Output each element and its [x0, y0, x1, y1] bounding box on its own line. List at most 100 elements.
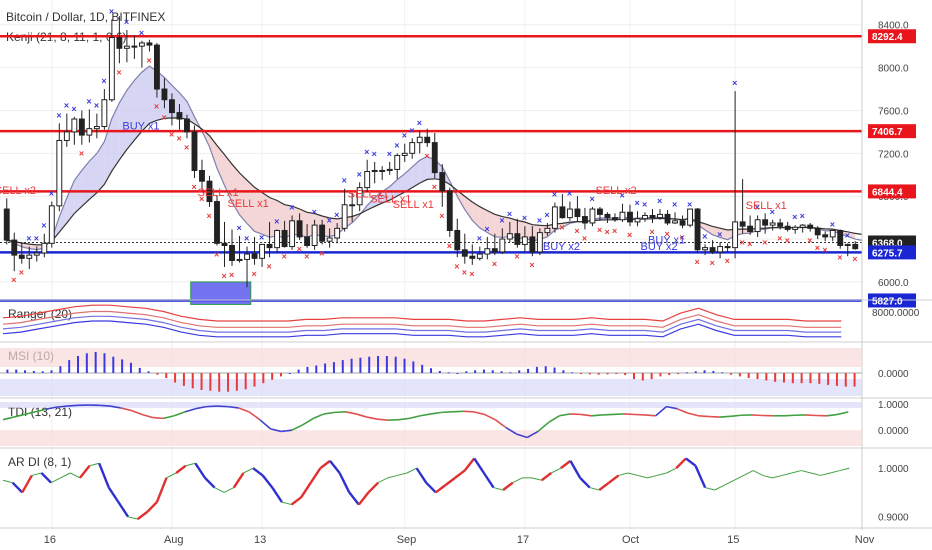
sell-signal-label: SELL x2 — [0, 185, 36, 197]
candle-body — [724, 246, 731, 249]
tdi-line-segment — [612, 413, 624, 416]
ardi-line-segment — [79, 464, 91, 479]
msi-bar — [59, 366, 62, 373]
candle-body — [289, 220, 296, 248]
down-marker: × — [627, 230, 632, 240]
candle-body — [717, 246, 724, 253]
msi-bar — [121, 359, 124, 373]
tdi-line-segment — [345, 411, 357, 415]
tdi-line-segment — [259, 419, 272, 430]
price-label-badge — [868, 184, 916, 199]
msi-bar — [659, 373, 662, 377]
down-marker: × — [214, 249, 219, 259]
tdi-line-segment — [291, 424, 303, 431]
candle-body — [837, 229, 844, 246]
ardi-tick-label: 1.0000 — [878, 464, 909, 475]
tdi-line-segment — [173, 411, 186, 417]
tdi-line-segment — [463, 410, 474, 413]
candle-body — [792, 226, 799, 230]
price-label-badge — [868, 29, 916, 44]
time-tick-label: 16 — [44, 534, 56, 546]
tdi-line-segment — [302, 417, 314, 426]
ema-cloud-segment — [412, 160, 420, 188]
ardi-line-segment — [839, 467, 850, 472]
ranger-line — [2, 310, 842, 328]
msi-bar — [544, 366, 547, 373]
candle-body — [499, 238, 506, 253]
price-label-text: 5827.0 — [872, 296, 903, 307]
ema-cloud-segment — [277, 200, 285, 239]
ema-cloud-segment — [494, 214, 503, 238]
candle-body — [26, 254, 33, 259]
msi-bar — [474, 370, 477, 373]
msi-bar — [200, 373, 203, 390]
candle-body — [574, 208, 581, 218]
ardi-line-segment — [70, 472, 81, 479]
ardi-line-segment — [714, 484, 725, 491]
down-marker: × — [604, 227, 609, 237]
ardi-line-segment — [637, 474, 648, 479]
up-marker: × — [477, 234, 482, 244]
up-marker: × — [800, 211, 805, 221]
ema-cloud-segment — [705, 223, 713, 235]
candle-body — [364, 171, 371, 189]
up-marker: × — [342, 176, 347, 186]
up-marker: × — [507, 209, 512, 219]
candle-body — [176, 112, 183, 120]
candle-body — [244, 253, 250, 260]
ema-cloud-segment — [464, 196, 473, 221]
candle-body — [251, 253, 258, 259]
down-marker: × — [447, 241, 452, 251]
down-marker: × — [222, 271, 227, 281]
msi-bar — [279, 373, 282, 377]
candle-body — [334, 227, 341, 239]
candle-body — [424, 136, 431, 144]
up-marker: × — [94, 101, 99, 111]
candle-body — [732, 221, 739, 249]
candle-body — [78, 118, 85, 136]
candle-body — [319, 224, 326, 242]
ardi-line-segment — [569, 460, 582, 479]
down-marker: × — [777, 233, 782, 243]
ardi-line-segment — [608, 474, 620, 484]
msi-bar — [332, 362, 335, 373]
down-marker: × — [747, 239, 752, 249]
down-marker: × — [282, 252, 287, 262]
candle-body — [536, 232, 543, 253]
ardi-line-segment — [281, 501, 292, 506]
time-tick-label: 15 — [727, 534, 739, 546]
ardi-line-segment — [271, 486, 283, 503]
msi-bar — [306, 366, 309, 373]
price-label-text: 7406.7 — [872, 127, 903, 138]
price-tick-label: 8400.0 — [878, 21, 909, 32]
msi-bar — [24, 370, 27, 373]
ardi-line-segment — [801, 470, 812, 474]
down-marker: × — [154, 102, 159, 112]
ardi-line-segment — [50, 477, 61, 484]
candle-body — [214, 201, 220, 244]
price-tick-label: 8000.0 — [878, 64, 909, 75]
candle-body — [349, 204, 356, 207]
ardi-line-segment — [791, 470, 802, 474]
up-marker: × — [372, 149, 377, 159]
ardi-line-segment — [166, 472, 177, 479]
msi-bar — [509, 372, 512, 374]
up-marker: × — [657, 196, 662, 206]
candle-body — [649, 214, 656, 219]
tdi-line-segment — [131, 409, 143, 416]
tdi-line-segment — [559, 413, 571, 417]
msi-bar — [385, 356, 388, 373]
up-marker: × — [49, 189, 54, 199]
buy-signal-label: BUY x1 — [122, 121, 159, 133]
ema-cloud-segment — [89, 153, 97, 200]
ardi-line-segment — [290, 496, 302, 506]
candle-body — [71, 118, 78, 133]
candle-body — [371, 169, 378, 173]
ardi-line-segment — [772, 474, 783, 479]
down-marker: × — [822, 245, 827, 255]
down-marker: × — [469, 269, 474, 279]
msi-bar — [165, 373, 168, 379]
candle-body — [41, 242, 48, 254]
candle-body — [829, 229, 836, 238]
